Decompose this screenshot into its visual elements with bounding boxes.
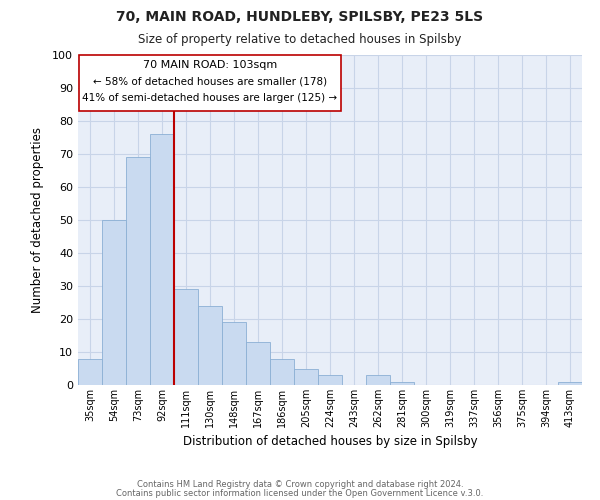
Bar	[558, 382, 582, 385]
Bar	[246, 342, 270, 385]
Text: Contains HM Land Registry data © Crown copyright and database right 2024.: Contains HM Land Registry data © Crown c…	[137, 480, 463, 489]
Text: Size of property relative to detached houses in Spilsby: Size of property relative to detached ho…	[139, 32, 461, 46]
Text: 41% of semi-detached houses are larger (125) →: 41% of semi-detached houses are larger (…	[82, 93, 338, 103]
Bar	[174, 290, 198, 385]
Bar	[366, 375, 390, 385]
Text: 70 MAIN ROAD: 103sqm: 70 MAIN ROAD: 103sqm	[143, 60, 277, 70]
Bar	[390, 382, 414, 385]
Bar	[126, 158, 150, 385]
Text: 70, MAIN ROAD, HUNDLEBY, SPILSBY, PE23 5LS: 70, MAIN ROAD, HUNDLEBY, SPILSBY, PE23 5…	[116, 10, 484, 24]
Text: Contains public sector information licensed under the Open Government Licence v.: Contains public sector information licen…	[116, 488, 484, 498]
Bar	[270, 358, 294, 385]
Bar	[198, 306, 222, 385]
Bar	[78, 358, 102, 385]
Bar	[318, 375, 342, 385]
FancyBboxPatch shape	[79, 55, 341, 111]
Bar	[294, 368, 318, 385]
Bar	[102, 220, 126, 385]
Bar	[150, 134, 174, 385]
Text: ← 58% of detached houses are smaller (178): ← 58% of detached houses are smaller (17…	[93, 76, 327, 86]
X-axis label: Distribution of detached houses by size in Spilsby: Distribution of detached houses by size …	[182, 436, 478, 448]
Bar	[222, 322, 246, 385]
Y-axis label: Number of detached properties: Number of detached properties	[31, 127, 44, 313]
